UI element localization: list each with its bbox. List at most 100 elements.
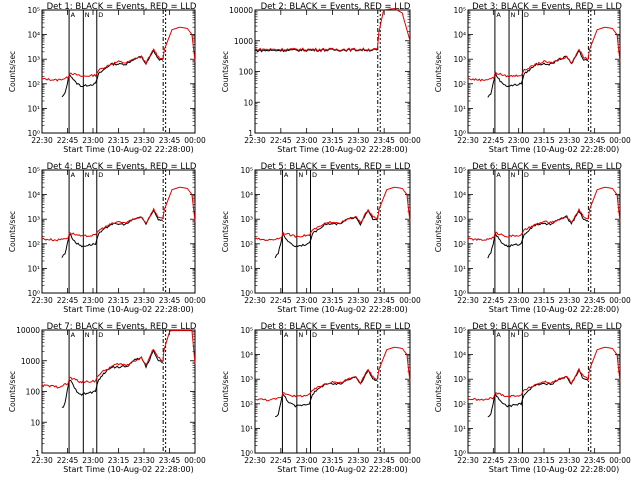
series-events-line (487, 368, 589, 418)
y-tick-label: 10³ (240, 215, 253, 224)
x-tick-label: 00:00 (609, 296, 631, 305)
y-tick-label: 10⁵ (453, 326, 466, 335)
series-events-line (274, 369, 378, 418)
marker-label: A (71, 171, 76, 179)
x-tick-label: 00:00 (609, 456, 631, 465)
marker-label: A (496, 11, 501, 19)
x-tick-label: 23:45 (373, 296, 395, 305)
y-axis-label: Counts/sec (8, 51, 17, 92)
y-tick-label: 10000 (229, 6, 253, 15)
y-tick-label: 10¹ (27, 264, 40, 273)
x-tick-label: 22:30 (457, 136, 479, 145)
y-tick-label: 10⁰ (240, 289, 253, 298)
x-tick-label: 23:30 (133, 456, 155, 465)
x-tick-label: 23:15 (533, 456, 555, 465)
x-axis-label: Start Time (10-Aug-02 22:28:00) (63, 305, 194, 314)
y-tick-label: 10⁵ (240, 166, 253, 175)
panel-title: Det 7: BLACK = Events, RED = LLD (47, 322, 197, 332)
y-tick-label: 10⁰ (453, 129, 466, 138)
y-tick-label: 10 (243, 98, 253, 107)
y-tick-label: 10⁴ (453, 351, 466, 360)
series-events-line (61, 49, 164, 98)
x-tick-label: 23:30 (133, 136, 155, 145)
x-tick-label: 22:45 (57, 456, 79, 465)
x-tick-label: 23:30 (559, 136, 581, 145)
panel-det-5: Det 5: BLACK = Events, RED = LLD 10⁰ 10¹ 10… (221, 162, 421, 314)
marker-label: A (71, 331, 76, 339)
x-tick-label: 00:00 (399, 296, 421, 305)
x-tick-label: 23:15 (108, 136, 130, 145)
x-tick-label: 22:30 (31, 296, 53, 305)
marker-label: A (284, 171, 289, 179)
y-tick-label: 10⁰ (453, 449, 466, 458)
x-tick-label: 23:00 (296, 296, 318, 305)
panel-title: Det 1: BLACK = Events, RED = LLD (47, 2, 197, 12)
x-tick-label: 23:15 (533, 136, 555, 145)
x-tick-label: 23:30 (559, 296, 581, 305)
marker-label: A (496, 331, 501, 339)
x-tick-label: 23:00 (508, 456, 530, 465)
y-tick-label: 10⁰ (453, 289, 466, 298)
x-tick-label: 23:45 (373, 136, 395, 145)
y-tick-label: 10⁴ (240, 191, 253, 200)
y-tick-label: 10² (240, 240, 253, 249)
y-tick-label: 10⁵ (453, 6, 466, 15)
x-tick-label: 00:00 (399, 136, 421, 145)
y-tick-label: 10² (27, 240, 40, 249)
x-tick-label: 22:45 (57, 296, 79, 305)
x-tick-label: 23:45 (584, 456, 606, 465)
series-events-line (61, 209, 164, 258)
series-events-line (274, 208, 378, 259)
series-lld-line (41, 330, 196, 389)
series-lld-line (254, 186, 411, 242)
marker-label: N (85, 171, 90, 179)
y-axis-label: Counts/sec (434, 51, 443, 92)
y-tick-label: 10 (30, 418, 40, 427)
y-tick-label: 10⁵ (240, 326, 253, 335)
y-tick-label: 10⁰ (240, 449, 253, 458)
x-tick-label: 00:00 (184, 456, 206, 465)
y-tick-label: 10¹ (240, 264, 253, 273)
x-tick-label: 22:30 (244, 456, 266, 465)
x-tick-label: 23:15 (322, 296, 344, 305)
marker-label: D (98, 171, 103, 179)
marker-label: D (524, 11, 529, 19)
x-tick-label: 22:30 (457, 456, 479, 465)
y-tick-label: 100 (26, 388, 41, 397)
y-tick-label: 10² (453, 80, 466, 89)
y-tick-label: 10² (453, 240, 466, 249)
x-tick-label: 23:45 (159, 296, 181, 305)
y-tick-label: 10¹ (240, 424, 253, 433)
panel-title: Det 6: BLACK = Events, RED = LLD (472, 162, 622, 172)
y-tick-label: 1 (35, 449, 40, 458)
y-tick-label: 1000 (234, 37, 253, 46)
panel-title: Det 2: BLACK = Events, RED = LLD (261, 2, 411, 12)
plot-frame (41, 9, 196, 134)
y-tick-label: 1 (248, 129, 253, 138)
series-lld-line (41, 26, 196, 82)
marker-label: D (98, 11, 103, 19)
y-tick-label: 100 (239, 68, 254, 77)
x-tick-label: 23:00 (296, 456, 318, 465)
y-axis-label: Counts/sec (434, 371, 443, 412)
x-tick-label: 22:30 (244, 296, 266, 305)
x-tick-label: 23:15 (108, 456, 130, 465)
plot-frame (41, 329, 196, 454)
y-axis-label: Counts/sec (221, 51, 230, 92)
x-axis-label: Start Time (10-Aug-02 22:28:00) (277, 145, 408, 154)
marker-label: A (71, 11, 76, 19)
x-tick-label: 22:30 (457, 296, 479, 305)
y-axis-label: Counts/sec (221, 371, 230, 412)
plot-frame (254, 169, 411, 294)
series-lld-line (467, 186, 621, 241)
plot-frame (467, 9, 621, 134)
x-tick-label: 23:30 (348, 296, 370, 305)
panel-det-1: Det 1: BLACK = Events, RED = LLD 10⁰ 10¹ 10… (8, 2, 206, 154)
y-tick-label: 10⁰ (27, 289, 40, 298)
y-tick-label: 10² (27, 80, 40, 89)
y-axis-label: Counts/sec (8, 211, 17, 252)
series-lld-line (254, 7, 411, 52)
x-tick-label: 22:45 (270, 136, 292, 145)
x-tick-label: 23:30 (133, 296, 155, 305)
marker-label: N (511, 171, 516, 179)
